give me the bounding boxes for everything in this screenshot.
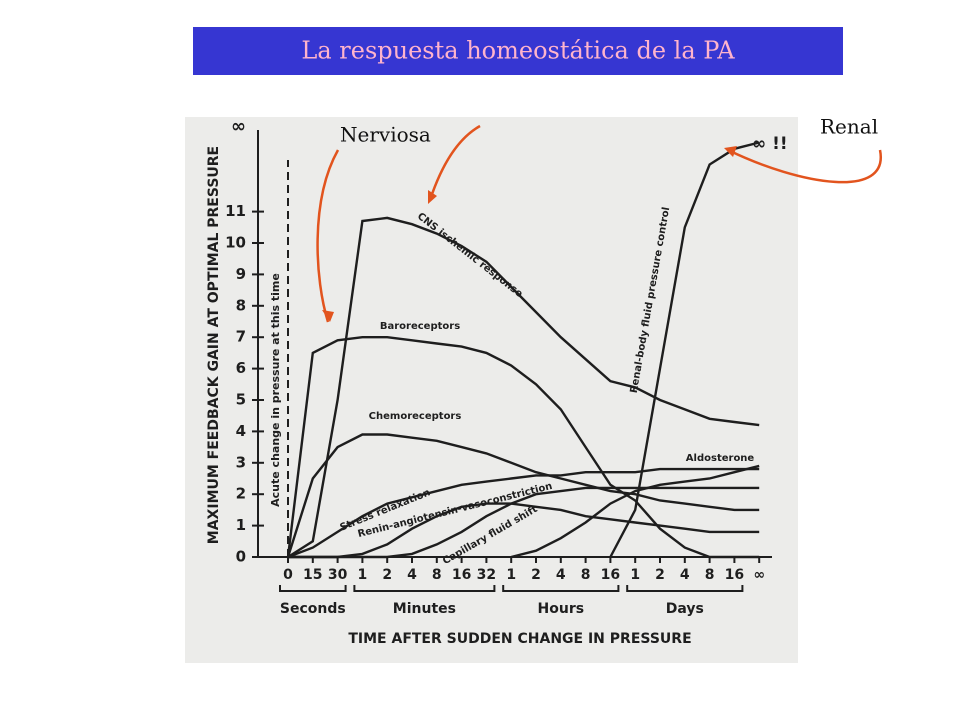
annotation-renal: Renal (820, 115, 878, 139)
y-tick-label: 10 (225, 234, 246, 252)
y-tick-label: 1 (236, 516, 246, 534)
x-tick-label: 1 (358, 567, 368, 583)
x-tick-label: 1 (506, 567, 516, 583)
series-label: Aldosterone (686, 453, 755, 464)
x-tick-label: 4 (407, 567, 417, 583)
slide-title: La respuesta homeostática de la PA (301, 37, 735, 65)
series-line (510, 464, 760, 559)
y-tick-label: 6 (236, 359, 246, 377)
y-tick-label: 4 (236, 422, 246, 440)
x-tick-label: 16 (452, 567, 471, 583)
renal-infinity: ∞ !! (752, 134, 788, 154)
group-bracket (502, 585, 620, 592)
group-label: Hours (538, 601, 585, 617)
x-tick-label: ∞ (753, 567, 765, 583)
x-tick-label: 8 (581, 567, 591, 583)
arrow-head (724, 146, 737, 157)
figure-background (185, 117, 798, 663)
y-tick-label: 5 (236, 391, 246, 409)
x-tick-label: 2 (655, 567, 665, 583)
arrow-nerviosa-2 (428, 124, 481, 201)
x-tick-label: 2 (531, 567, 541, 583)
x-tick-label: 8 (432, 567, 442, 583)
series-line (288, 502, 760, 559)
series-line (288, 486, 760, 559)
x-axis-label: TIME AFTER SUDDEN CHANGE IN PRESSURE (348, 631, 691, 647)
y-axis-label: MAXIMUM FEEDBACK GAIN AT OPTIMAL PRESSUR… (206, 146, 222, 544)
group-bracket (626, 585, 744, 592)
series-line (287, 467, 760, 559)
y-tick-label: 3 (236, 453, 246, 471)
x-tick-label: 8 (705, 567, 715, 583)
x-tick-label: 2 (382, 567, 392, 583)
x-tick-label: 0 (283, 567, 293, 583)
y-tick-label: 7 (236, 328, 246, 346)
y-tick-label: 2 (236, 485, 246, 503)
title-banner (193, 27, 843, 75)
y-top-label: ∞ (231, 116, 246, 137)
group-bracket (279, 585, 347, 592)
arrow-nerviosa (316, 149, 340, 323)
annotation-nerviosa: Nerviosa (340, 123, 431, 147)
series-label: Baroreceptors (380, 321, 460, 332)
x-tick-label: 4 (680, 567, 690, 583)
y-tick-label: 9 (236, 265, 246, 283)
arrow-head (428, 190, 437, 204)
arrow-renal (727, 148, 882, 184)
x-tick-label: 32 (477, 567, 496, 583)
arrow-head (322, 310, 334, 322)
group-label: Minutes (393, 601, 456, 617)
group-label: Seconds (280, 601, 346, 617)
acute-label: Acute change in pressure at this time (269, 273, 282, 507)
x-tick-label: 30 (328, 567, 348, 583)
group-label: Days (666, 601, 704, 617)
series-line (286, 336, 760, 559)
y-tick-label: 8 (236, 296, 246, 314)
series-line (286, 433, 760, 558)
series-label: Chemoreceptors (369, 411, 462, 422)
x-tick-label: 15 (303, 567, 322, 583)
y-tick-label: 11 (225, 202, 246, 220)
x-tick-label: 16 (725, 567, 744, 583)
x-tick-label: 16 (601, 567, 620, 583)
y-tick-label: 0 (236, 548, 246, 566)
group-bracket (353, 585, 496, 592)
x-tick-label: 4 (556, 567, 566, 583)
series-line (287, 216, 760, 559)
x-tick-label: 1 (630, 567, 640, 583)
